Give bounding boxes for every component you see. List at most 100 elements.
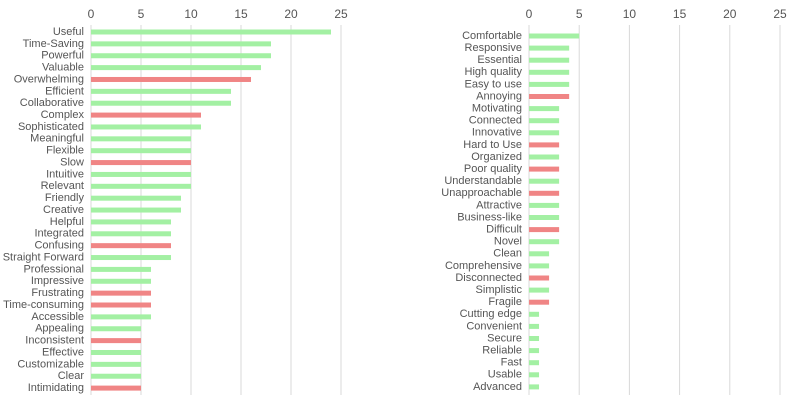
bar	[529, 372, 540, 378]
x-tick-label: 15	[234, 7, 248, 21]
category-label: Time-Saving	[23, 38, 84, 50]
bar	[91, 183, 191, 189]
bar	[91, 53, 271, 59]
category-label: Efficient	[45, 85, 84, 97]
category-label: Sophisticated	[18, 121, 84, 133]
bar	[529, 166, 560, 172]
bar	[91, 266, 151, 272]
bar	[529, 287, 550, 293]
bar	[91, 195, 181, 201]
category-label: Understandable	[444, 175, 522, 187]
category-label: Responsive	[465, 42, 522, 54]
bar	[529, 360, 540, 366]
category-label: Easy to use	[465, 78, 522, 90]
bar	[91, 231, 171, 237]
bar	[529, 348, 540, 354]
category-label: Valuable	[42, 62, 84, 74]
bar	[91, 338, 141, 344]
bar	[529, 202, 560, 208]
category-label: Organized	[471, 151, 522, 163]
x-tick-label: 15	[673, 7, 687, 21]
bar	[91, 290, 151, 296]
category-label: Cutting edge	[460, 308, 522, 320]
category-label: Fast	[501, 357, 522, 369]
bar	[529, 33, 580, 39]
category-label: Convenient	[466, 320, 522, 332]
category-label: Usable	[488, 369, 522, 381]
bar	[91, 76, 251, 82]
category-label: Useful	[53, 26, 84, 38]
x-tick-label: 25	[334, 7, 348, 21]
bar	[91, 65, 261, 71]
category-label: Slow	[60, 156, 84, 168]
bar	[91, 41, 271, 47]
bar	[91, 112, 201, 118]
x-tick-label: 5	[138, 7, 145, 21]
bar	[91, 219, 171, 225]
category-label: Fragile	[488, 296, 522, 308]
category-label: Intimidating	[28, 382, 84, 394]
category-label: Attractive	[476, 199, 522, 211]
bar	[529, 275, 550, 281]
category-label: Reliable	[482, 345, 522, 357]
bar	[91, 243, 171, 249]
category-label: Essential	[477, 54, 522, 66]
category-label: Flexible	[46, 145, 84, 157]
category-label: Difficult	[486, 224, 522, 236]
bar	[529, 142, 560, 148]
bar	[91, 326, 141, 332]
category-label: Professional	[23, 263, 84, 275]
category-label: Helpful	[50, 216, 84, 228]
category-label: Clean	[493, 248, 522, 260]
category-label: Poor quality	[464, 163, 523, 175]
category-label: Creative	[43, 204, 84, 216]
bar	[529, 45, 570, 51]
x-tick-label: 0	[526, 7, 533, 21]
category-label: Frustrating	[31, 287, 84, 299]
bar	[529, 215, 560, 220]
category-label: Appealing	[35, 323, 84, 335]
bar	[529, 94, 570, 99]
bar	[529, 178, 560, 184]
category-label: Motivating	[472, 103, 522, 115]
bar	[91, 302, 151, 308]
bar	[529, 227, 560, 233]
bar	[529, 154, 560, 160]
bar	[529, 311, 540, 317]
bar	[529, 384, 540, 390]
bar	[91, 88, 231, 94]
bar	[529, 69, 570, 75]
category-label: Novel	[494, 236, 522, 248]
category-label: Connected	[469, 115, 522, 127]
bar	[91, 136, 191, 142]
category-label: Unapproachable	[441, 187, 522, 199]
bar	[91, 29, 331, 35]
bar	[529, 81, 570, 87]
category-label: Disconnected	[455, 272, 522, 284]
x-tick-label: 10	[623, 7, 637, 21]
category-label: Collaborative	[20, 97, 84, 109]
category-label: Secure	[487, 332, 522, 344]
category-label: Friendly	[45, 192, 85, 204]
bar	[529, 323, 540, 329]
x-tick-label: 5	[576, 7, 583, 21]
bar	[91, 160, 191, 166]
bar	[529, 239, 560, 245]
bar	[529, 251, 550, 257]
x-tick-label: 0	[88, 7, 95, 21]
category-label: Powerful	[41, 50, 84, 62]
bar	[91, 124, 201, 130]
category-label: Innovative	[472, 127, 522, 139]
category-label: Accessible	[31, 311, 84, 323]
category-label: Complex	[41, 109, 85, 121]
category-label: Intuitive	[46, 168, 84, 180]
x-tick-label: 20	[723, 7, 737, 21]
bar	[91, 361, 141, 367]
bar	[91, 207, 181, 213]
bar	[91, 255, 171, 261]
category-label: Annoying	[476, 90, 522, 102]
x-tick-label: 25	[773, 7, 787, 21]
category-label: Hard to Use	[463, 139, 522, 151]
category-label: Inconsistent	[25, 335, 84, 347]
